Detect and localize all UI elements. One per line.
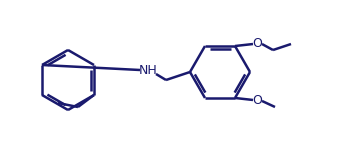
Text: O: O (252, 36, 262, 50)
Text: NH: NH (139, 64, 157, 78)
Text: O: O (252, 95, 262, 107)
